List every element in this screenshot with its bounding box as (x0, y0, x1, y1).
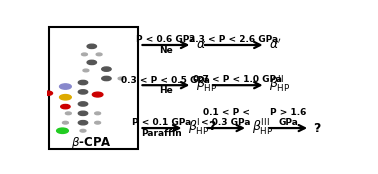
Text: Ne: Ne (159, 46, 173, 55)
Circle shape (95, 112, 101, 115)
Text: 0.1 < P <
< 0.3 GPa: 0.1 < P < < 0.3 GPa (201, 108, 251, 127)
Text: ?: ? (313, 122, 321, 135)
Circle shape (78, 111, 88, 116)
Text: 0.7 < P < 1.0 GPa: 0.7 < P < 1.0 GPa (193, 75, 282, 84)
Text: P > 1.6
GPa: P > 1.6 GPa (270, 108, 307, 127)
Circle shape (78, 80, 88, 85)
Text: $\beta^{\rm I}_{\rm HP}$: $\beta^{\rm I}_{\rm HP}$ (196, 75, 217, 95)
Circle shape (87, 60, 96, 65)
Text: $\alpha'$: $\alpha'$ (269, 38, 282, 52)
Circle shape (102, 67, 111, 71)
Circle shape (82, 53, 87, 56)
Circle shape (78, 121, 88, 125)
Circle shape (78, 90, 88, 94)
Circle shape (61, 104, 70, 109)
Circle shape (57, 128, 68, 133)
Circle shape (87, 44, 96, 49)
Circle shape (62, 121, 68, 124)
Text: 2.3 < P < 2.6 GPa: 2.3 < P < 2.6 GPa (189, 35, 278, 44)
Circle shape (118, 77, 124, 80)
Text: $\alpha$: $\alpha$ (196, 38, 206, 52)
Text: He: He (159, 86, 173, 95)
Circle shape (95, 121, 101, 124)
Text: P < 0.6 GPa: P < 0.6 GPa (136, 35, 195, 44)
Text: $\beta^{\rm I}_{\rm HP}$?: $\beta^{\rm I}_{\rm HP}$? (188, 118, 217, 138)
Circle shape (60, 84, 71, 89)
Text: Paraffin: Paraffin (142, 129, 182, 138)
Circle shape (83, 69, 89, 72)
Circle shape (43, 91, 53, 95)
Circle shape (78, 102, 88, 106)
Circle shape (102, 76, 111, 81)
Text: $\beta$-CPA: $\beta$-CPA (71, 135, 112, 151)
Text: 0.3 < P < 0.5 GPa: 0.3 < P < 0.5 GPa (121, 76, 210, 85)
Text: P < 0.1 GPa: P < 0.1 GPa (132, 118, 192, 127)
Circle shape (65, 112, 71, 115)
Circle shape (80, 129, 86, 132)
Text: $\beta^{\rm II}_{\rm HP}$: $\beta^{\rm II}_{\rm HP}$ (269, 75, 291, 95)
Circle shape (92, 92, 103, 97)
Circle shape (96, 53, 102, 56)
Circle shape (60, 94, 71, 100)
Text: $\beta^{\rm III}_{\rm HP}$: $\beta^{\rm III}_{\rm HP}$ (252, 118, 273, 138)
FancyBboxPatch shape (49, 27, 138, 149)
